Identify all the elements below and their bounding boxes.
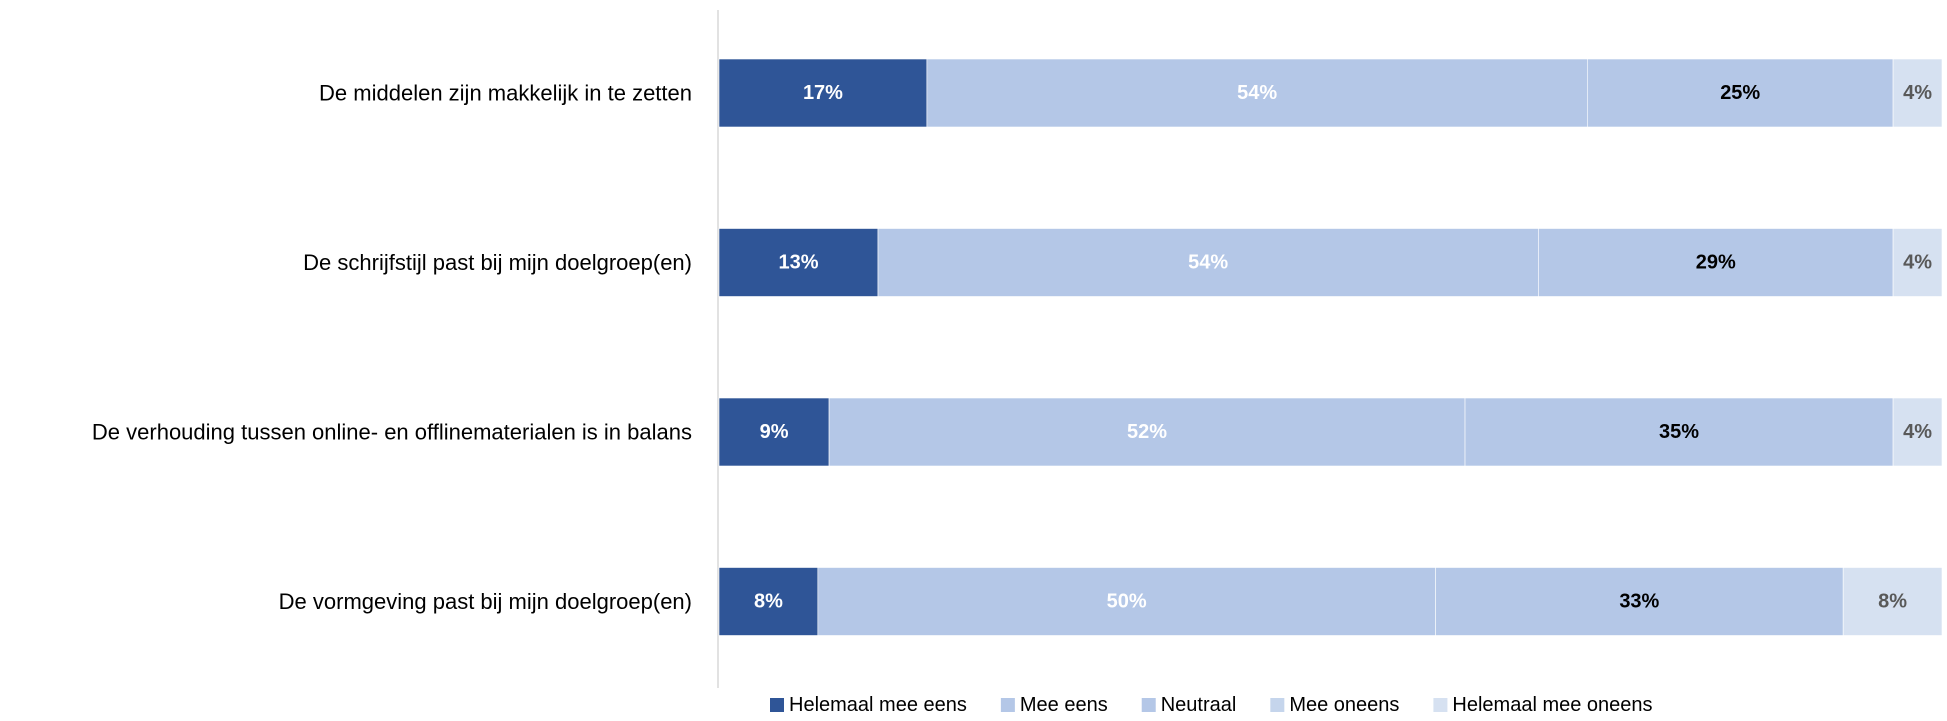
data-label: 8% xyxy=(754,591,783,613)
bar-segment xyxy=(1464,397,1894,467)
data-label: 4% xyxy=(1903,82,1932,104)
plot-area: 17% 54% 25% 4% 13% 54% 29% 4% 9% 52% 35% 4% 8% 50% 33%… xyxy=(718,58,1943,636)
legend-swatch xyxy=(1000,698,1015,712)
category-label: De verhouding tussen online- en offlinem… xyxy=(92,420,692,445)
bar-segment xyxy=(1892,397,1943,467)
bar-segment xyxy=(926,58,1588,128)
legend-label: Mee eens xyxy=(1020,694,1108,716)
data-label: 54% xyxy=(1237,82,1277,104)
data-label: 13% xyxy=(778,252,818,274)
legend-label: Neutraal xyxy=(1161,694,1237,716)
bar-segment xyxy=(877,228,1539,297)
bar-segment xyxy=(718,58,928,128)
data-label: 52% xyxy=(1127,421,1167,443)
legend-label: Mee oneens xyxy=(1289,694,1399,716)
data-label: 4% xyxy=(1903,421,1932,443)
legend-swatch xyxy=(1141,698,1156,712)
data-label: 33% xyxy=(1619,591,1659,613)
category-label: De middelen zijn makkelijk in te zetten xyxy=(319,81,692,106)
category-label: De vormgeving past bij mijn doelgroep(en… xyxy=(279,589,692,614)
data-label: 17% xyxy=(803,82,843,104)
legend-swatch xyxy=(1270,698,1285,712)
bar-segment xyxy=(1842,567,1943,636)
data-label: 54% xyxy=(1188,252,1228,274)
data-label: 4% xyxy=(1903,252,1932,274)
bar-segment xyxy=(1892,228,1943,297)
data-label: 29% xyxy=(1696,252,1736,274)
bar-segment xyxy=(1892,58,1943,128)
bar-segment xyxy=(718,567,819,636)
bar-segment xyxy=(1587,58,1894,128)
legend: Helemaal mee eens Mee eens Neutraal Mee one… xyxy=(770,694,1653,716)
legend-swatch xyxy=(1433,698,1448,712)
category-label: De schrijfstijl past bij mijn doelgroep(… xyxy=(303,250,692,275)
category-labels: De middelen zijn makkelijk in te zetten D… xyxy=(92,81,692,615)
legend-label: Helemaal mee eens xyxy=(789,694,967,716)
data-label: 8% xyxy=(1878,591,1907,613)
data-label: 35% xyxy=(1659,421,1699,443)
bar-segment xyxy=(828,397,1466,467)
legend-label: Helemaal mee oneens xyxy=(1452,694,1652,716)
data-label: 9% xyxy=(760,421,789,443)
legend-swatch xyxy=(770,698,784,712)
data-label: 25% xyxy=(1720,82,1760,104)
data-label: 50% xyxy=(1107,591,1147,613)
bar-segment xyxy=(718,397,830,467)
bar-segment xyxy=(817,567,1436,636)
bar-segment xyxy=(1435,567,1844,636)
